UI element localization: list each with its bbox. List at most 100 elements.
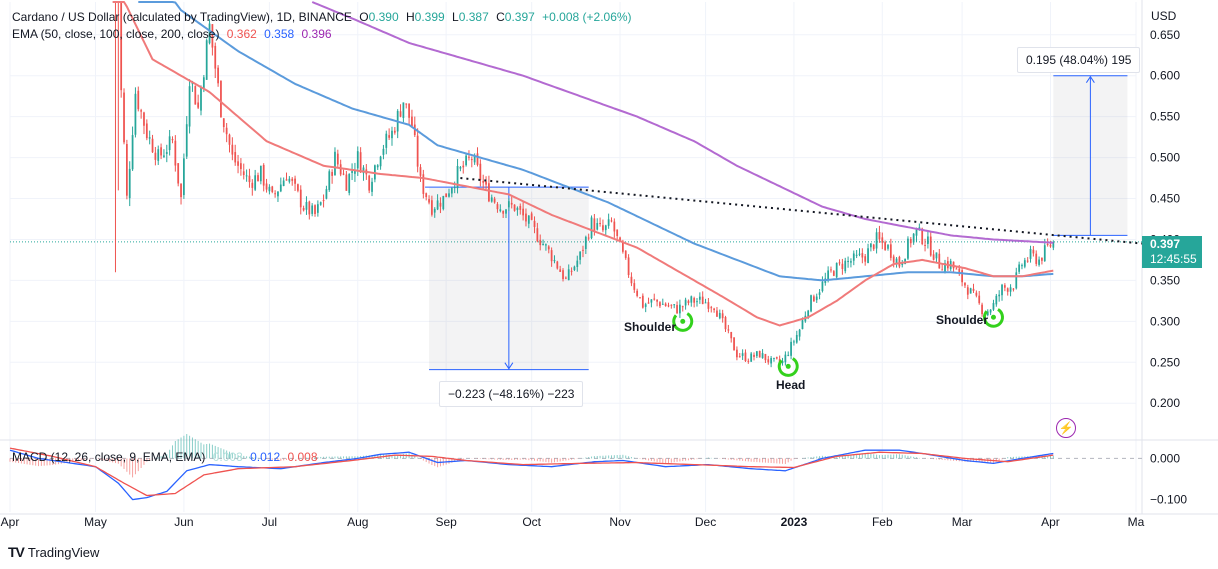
candle-body — [676, 305, 678, 314]
time-tick-label: Mar — [952, 515, 973, 529]
candle-body — [334, 151, 336, 176]
candle-body — [1041, 257, 1043, 261]
candle-body — [562, 270, 564, 280]
price-tick-label: 0.600 — [1150, 69, 1180, 83]
candle-body — [493, 198, 496, 203]
candle-body — [986, 311, 989, 316]
candle-body — [242, 171, 245, 176]
candle-body — [311, 205, 314, 214]
symbol-legend[interactable]: Cardano / US Dollar (calculated by Tradi… — [12, 10, 636, 24]
candle-body — [641, 295, 644, 308]
left-shoulder-label: Shoulder — [624, 320, 677, 334]
candle-body — [570, 270, 573, 272]
candle-body — [716, 310, 718, 317]
candle-body — [268, 186, 271, 192]
candle-body — [744, 352, 747, 362]
candle-body — [1046, 243, 1049, 245]
low-value: L0.387 — [452, 10, 489, 24]
time-tick-label: Apr — [1, 515, 20, 529]
candle-body — [291, 178, 294, 181]
candle-body — [975, 292, 978, 296]
candle-body — [593, 218, 596, 231]
macd-line-value: 0.012 — [250, 450, 281, 464]
candle-body — [425, 193, 428, 198]
candle-body — [733, 337, 735, 351]
candle-body — [131, 135, 134, 170]
low-label: L — [452, 10, 459, 24]
macd-legend[interactable]: MACD (12, 26, close, 9, EMA, EMA) 0.003 … — [12, 450, 322, 464]
candle-body — [690, 296, 693, 303]
candle-body — [969, 288, 972, 294]
measure-up-arrow-head — [1085, 75, 1095, 83]
candle-body — [761, 353, 764, 359]
candle-body — [901, 262, 904, 265]
candle-body — [1049, 244, 1052, 247]
candle-body — [981, 304, 983, 315]
candle-body — [867, 248, 869, 264]
candle-body — [622, 242, 624, 252]
candle-body — [499, 209, 502, 212]
time-tick-label: Jul — [262, 515, 277, 529]
candle-body — [958, 268, 961, 272]
candle-body — [530, 213, 533, 220]
candle-body — [416, 135, 419, 167]
candle-body — [1012, 288, 1015, 290]
candle-body — [225, 127, 228, 135]
candle-body — [773, 357, 775, 359]
candle-body — [125, 144, 128, 196]
candle-body — [815, 296, 818, 301]
candle-body — [319, 202, 322, 205]
candle-body — [322, 200, 325, 202]
candle-body — [550, 250, 553, 262]
candle-body — [653, 298, 656, 300]
candle-body — [787, 354, 790, 356]
candle-body — [1026, 260, 1029, 262]
candle-body — [607, 219, 610, 226]
candle-body — [533, 220, 536, 227]
candle-body — [750, 353, 753, 362]
candle-body — [850, 261, 852, 263]
candle-body — [382, 148, 385, 155]
candle-body — [545, 244, 547, 246]
candle-body — [208, 23, 211, 44]
candle-body — [379, 156, 382, 167]
candle-body — [507, 201, 510, 208]
close-label: C — [496, 10, 505, 24]
candle-body — [929, 236, 932, 256]
symbol-title: Cardano / US Dollar (calculated by Tradi… — [12, 10, 352, 24]
candle-body — [542, 243, 544, 245]
candle-body — [992, 303, 995, 310]
brand-name: TradingView — [27, 544, 100, 560]
candle-body — [476, 153, 479, 165]
brand[interactable]: TV TradingView — [8, 544, 99, 560]
candle-body — [553, 260, 556, 262]
candle-body — [878, 231, 881, 240]
measure-up-label: 0.195 (48.04%) 195 — [1017, 47, 1141, 73]
candle-body — [630, 276, 633, 284]
neckline-dotted — [460, 177, 1143, 245]
candle-body — [670, 304, 673, 306]
candle-body — [277, 191, 279, 197]
low-number: 0.387 — [458, 10, 489, 24]
candle-body — [807, 310, 810, 317]
candle-body — [718, 312, 721, 319]
candle-body — [191, 83, 194, 85]
candle-body — [519, 206, 522, 210]
candle-body — [151, 138, 154, 153]
candle-body — [812, 296, 815, 302]
lightning-icon[interactable]: ⚡ — [1056, 418, 1076, 438]
candle-body — [895, 258, 898, 265]
candle-body — [921, 228, 924, 244]
candle-body — [1043, 245, 1046, 261]
ema-legend[interactable]: EMA (50, close, 100, close, 200, close) … — [12, 27, 336, 41]
candle-body — [245, 175, 248, 177]
candle-body — [459, 167, 462, 169]
candle-body — [790, 341, 792, 356]
candle-body — [1015, 272, 1018, 289]
candle-body — [205, 40, 208, 80]
candle-body — [559, 269, 562, 272]
time-tick-label: Sep — [435, 515, 457, 529]
candle-body — [302, 207, 305, 211]
candle-body — [257, 175, 259, 182]
